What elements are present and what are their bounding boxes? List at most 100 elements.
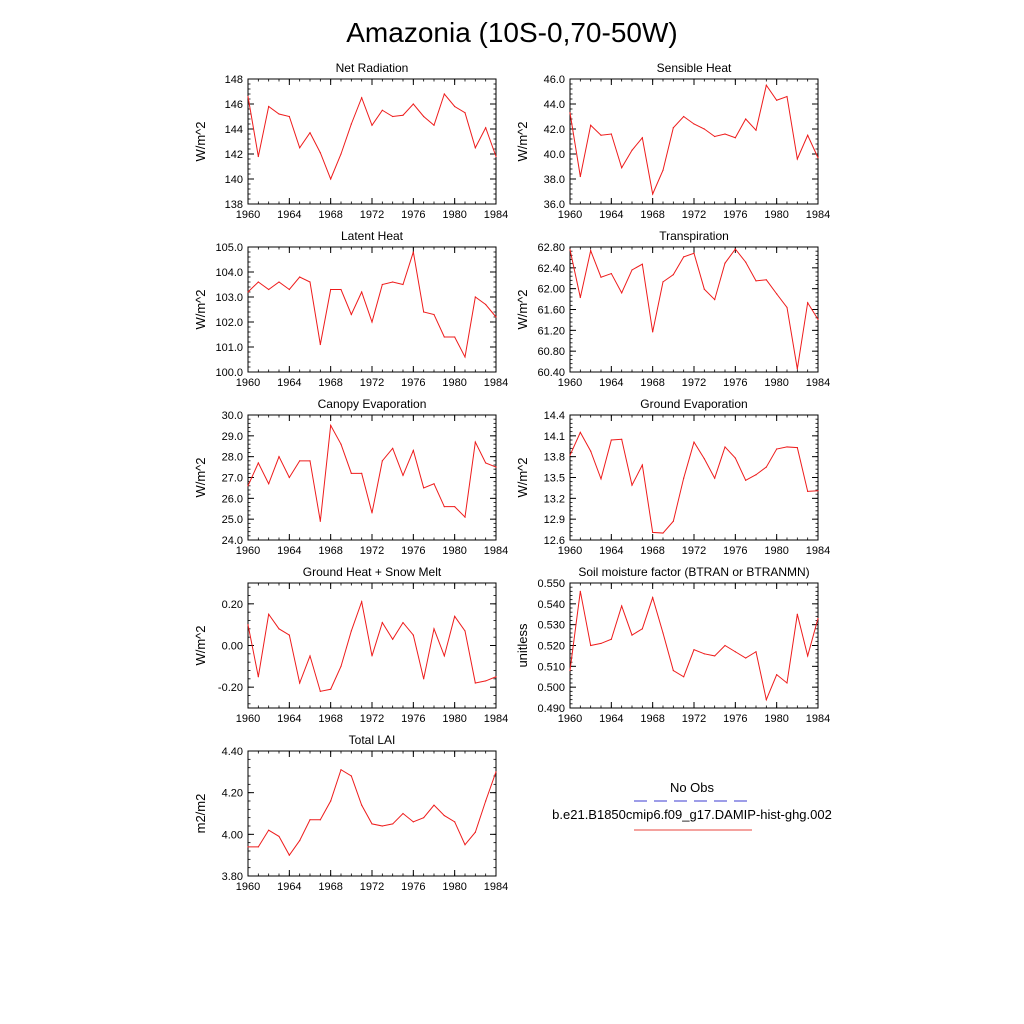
panel-5: 1960 1964 1968 1972 1976 1980 1984 24.0 25.0 26.0… — [193, 397, 508, 557]
data-point — [412, 634, 414, 636]
data-point — [641, 137, 643, 139]
y-tick-label: 62.40 — [537, 263, 565, 275]
data-point — [495, 466, 497, 468]
data-point — [569, 112, 571, 114]
y-tick-label: 142 — [225, 149, 243, 161]
data-point — [693, 441, 695, 443]
data-point — [412, 821, 414, 823]
data-point — [454, 336, 456, 338]
x-tick-label: 1984 — [806, 545, 830, 557]
data-point — [662, 632, 664, 634]
y-axis-label: W/m^2 — [193, 625, 208, 665]
data-point — [299, 682, 301, 684]
data-point — [724, 644, 726, 647]
data-point — [309, 460, 311, 462]
data-point — [392, 638, 394, 640]
data-point — [786, 446, 788, 448]
data-point — [402, 283, 404, 286]
legend-model-label: b.e21.B1850cmip6.f09_g17.DAMIP-hist-ghg.… — [552, 807, 832, 822]
y-tick-label: 146 — [225, 99, 243, 111]
data-point — [672, 520, 674, 522]
data-point — [786, 682, 788, 684]
x-tick-label: 1968 — [318, 377, 342, 389]
data-point — [807, 134, 809, 136]
data-point — [454, 506, 456, 508]
x-tick-label: 1960 — [236, 377, 260, 389]
data-point — [247, 485, 249, 487]
data-point — [683, 477, 685, 479]
x-tick-label: 1968 — [640, 377, 664, 389]
x-tick-label: 1968 — [640, 545, 664, 557]
data-point — [600, 276, 602, 278]
y-tick-label: 27.0 — [222, 473, 243, 485]
y-tick-label: 12.9 — [544, 514, 565, 526]
x-tick-label: 1976 — [401, 377, 425, 389]
panel-title: Soil moisture factor (BTRAN or BTRANMN) — [578, 565, 809, 579]
x-tick-label: 1984 — [484, 377, 508, 389]
data-point — [621, 292, 623, 294]
data-point — [745, 479, 747, 481]
data-point — [703, 288, 705, 290]
data-point — [610, 439, 612, 441]
y-tick-label: 26.0 — [222, 493, 243, 505]
y-tick-label: 36.0 — [544, 199, 565, 211]
x-tick-label: 1984 — [484, 209, 508, 221]
panel-2: 1960 1964 1968 1972 1976 1980 1984 36.0 38.0 40.0… — [515, 61, 830, 221]
data-point — [693, 649, 695, 651]
x-tick-label: 1960 — [558, 713, 582, 725]
y-tick-label: 0.510 — [537, 661, 565, 673]
panel-8: 1960 1964 1968 1972 1976 1980 1984 0.490 0.500 0.… — [515, 565, 830, 725]
y-axis-label: W/m^2 — [193, 289, 208, 329]
data-point — [745, 657, 747, 659]
data-point — [693, 123, 695, 125]
x-tick-label: 1964 — [277, 881, 301, 893]
x-tick-label: 1976 — [401, 881, 425, 893]
x-tick-label: 1972 — [360, 713, 384, 725]
series-line — [569, 84, 819, 196]
y-tick-label: 61.20 — [537, 325, 565, 337]
y-tick-label: 102.0 — [215, 317, 243, 329]
plot-frame — [247, 246, 497, 373]
data-point — [703, 458, 705, 460]
data-point — [807, 655, 809, 657]
data-point — [600, 642, 602, 645]
y-tick-label: 44.0 — [544, 99, 565, 111]
x-tick-label: 1980 — [442, 377, 466, 389]
panel-title: Ground Heat + Snow Melt — [303, 565, 442, 579]
data-point — [319, 152, 321, 154]
y-tick-label: 4.40 — [222, 746, 243, 758]
x-tick-label: 1968 — [318, 545, 342, 557]
y-tick-label: 62.00 — [537, 284, 565, 296]
x-tick-label: 1976 — [723, 545, 747, 557]
data-point — [288, 115, 290, 118]
data-point — [662, 281, 664, 283]
data-point — [268, 613, 270, 615]
data-point — [495, 676, 497, 678]
y-tick-label: 138 — [225, 199, 243, 211]
data-point — [590, 124, 592, 126]
data-point — [590, 450, 592, 452]
data-point — [433, 804, 435, 806]
y-axis-label: W/m^2 — [515, 121, 530, 161]
x-tick-label: 1964 — [599, 545, 623, 557]
data-point — [423, 311, 425, 313]
y-tick-label: 101.0 — [215, 342, 243, 354]
x-tick-label: 1980 — [442, 881, 466, 893]
panel-title: Total LAI — [349, 733, 396, 747]
data-point — [433, 483, 435, 485]
data-point — [600, 134, 602, 136]
data-point — [495, 771, 497, 773]
legend: No Obs b.e21.B1850cmip6.f09_g17.DAMIP-hi… — [552, 780, 832, 831]
y-tick-label: 0.540 — [537, 599, 565, 611]
x-tick-label: 1972 — [360, 545, 384, 557]
data-point — [268, 288, 270, 291]
data-point — [807, 302, 809, 304]
x-tick-label: 1984 — [806, 713, 830, 725]
y-tick-label: 4.00 — [222, 829, 243, 841]
y-tick-label: 60.40 — [537, 367, 565, 379]
data-point — [299, 276, 301, 278]
data-point — [319, 343, 321, 346]
x-tick-label: 1960 — [236, 881, 260, 893]
data-point — [714, 655, 716, 657]
